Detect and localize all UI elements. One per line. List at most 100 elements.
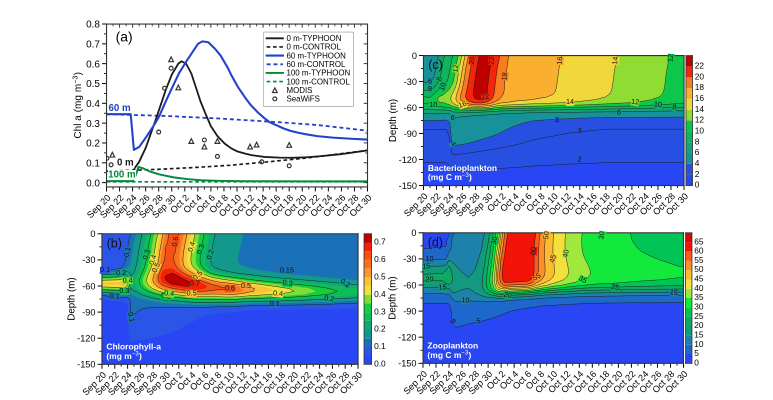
svg-text:-60: -60 xyxy=(403,280,416,290)
svg-text:0.1: 0.1 xyxy=(270,299,280,308)
svg-text:8: 8 xyxy=(434,76,444,82)
svg-text:50: 50 xyxy=(694,264,704,274)
svg-text:0.4: 0.4 xyxy=(185,240,197,252)
svg-text:12: 12 xyxy=(631,97,640,107)
svg-text:8: 8 xyxy=(695,136,700,146)
svg-text:-60: -60 xyxy=(82,281,95,291)
svg-text:0.2: 0.2 xyxy=(374,324,386,334)
svg-text:60: 60 xyxy=(528,247,538,256)
svg-text:4: 4 xyxy=(555,115,559,124)
svg-text:Depth (m): Depth (m) xyxy=(387,276,398,319)
svg-text:0.5: 0.5 xyxy=(86,79,100,90)
svg-text:0.2: 0.2 xyxy=(324,293,335,304)
svg-text:0: 0 xyxy=(694,357,699,367)
svg-text:0.6: 0.6 xyxy=(86,59,100,70)
svg-text:0.5: 0.5 xyxy=(241,281,251,290)
svg-text:22: 22 xyxy=(486,56,496,65)
svg-text:0.4: 0.4 xyxy=(147,254,159,266)
svg-text:0.2: 0.2 xyxy=(116,268,126,277)
svg-text:-30: -30 xyxy=(82,255,95,265)
svg-text:4: 4 xyxy=(448,140,458,148)
svg-text:0.2: 0.2 xyxy=(86,139,100,150)
svg-text:100 m: 100 m xyxy=(108,169,136,180)
svg-text:0.3: 0.3 xyxy=(282,278,293,288)
svg-text:0.4: 0.4 xyxy=(123,276,133,285)
svg-text:35: 35 xyxy=(694,292,704,302)
svg-text:(c): (c) xyxy=(428,58,443,72)
svg-text:12: 12 xyxy=(666,54,676,63)
svg-text:8: 8 xyxy=(428,84,432,93)
svg-text:16: 16 xyxy=(555,56,565,65)
svg-text:0: 0 xyxy=(411,228,416,238)
svg-text:60 m: 60 m xyxy=(108,103,131,114)
svg-text:5: 5 xyxy=(694,348,699,358)
svg-text:40: 40 xyxy=(694,283,704,293)
svg-text:10: 10 xyxy=(694,339,704,349)
svg-text:-60: -60 xyxy=(404,103,417,113)
svg-text:-90: -90 xyxy=(404,129,417,139)
svg-text:8: 8 xyxy=(672,102,678,112)
svg-text:18: 18 xyxy=(499,72,509,81)
svg-text:0 m-TYPHOON: 0 m-TYPHOON xyxy=(287,34,342,43)
svg-text:0.8: 0.8 xyxy=(86,20,100,31)
svg-text:0 m-CONTROL: 0 m-CONTROL xyxy=(287,43,342,52)
svg-text:25: 25 xyxy=(610,282,619,292)
svg-text:6: 6 xyxy=(617,107,622,116)
svg-text:50: 50 xyxy=(541,231,551,240)
svg-text:0.7: 0.7 xyxy=(190,278,200,287)
svg-text:0.15: 0.15 xyxy=(280,265,294,274)
svg-text:16: 16 xyxy=(695,93,705,103)
svg-text:40: 40 xyxy=(561,249,571,258)
svg-text:-90: -90 xyxy=(403,306,416,316)
svg-text:10: 10 xyxy=(695,125,705,135)
svg-text:0.5: 0.5 xyxy=(150,261,162,274)
svg-text:6: 6 xyxy=(695,147,700,157)
svg-text:0.1: 0.1 xyxy=(86,158,100,169)
svg-text:12: 12 xyxy=(450,64,460,73)
svg-text:10: 10 xyxy=(654,99,663,109)
svg-text:45: 45 xyxy=(694,274,704,284)
svg-text:-150: -150 xyxy=(399,181,417,191)
svg-text:MODIS: MODIS xyxy=(287,86,313,95)
svg-text:0.4: 0.4 xyxy=(164,288,175,298)
svg-text:20: 20 xyxy=(467,56,477,65)
svg-text:10: 10 xyxy=(437,81,448,92)
svg-text:0.3: 0.3 xyxy=(374,306,386,316)
svg-text:10: 10 xyxy=(461,295,470,305)
svg-text:-30: -30 xyxy=(403,254,416,264)
svg-text:3: 3 xyxy=(578,126,582,135)
svg-text:0.0: 0.0 xyxy=(374,358,386,368)
svg-text:(a): (a) xyxy=(116,28,133,44)
svg-text:-150: -150 xyxy=(77,360,95,370)
svg-text:0.1: 0.1 xyxy=(100,265,110,274)
svg-text:20: 20 xyxy=(694,320,704,330)
svg-text:16: 16 xyxy=(457,99,468,110)
svg-text:-120: -120 xyxy=(77,334,95,344)
svg-text:0.1: 0.1 xyxy=(126,311,137,323)
svg-text:SeaWiFS: SeaWiFS xyxy=(287,95,320,104)
svg-text:15: 15 xyxy=(669,287,678,297)
svg-text:6: 6 xyxy=(451,113,455,122)
svg-text:0.7: 0.7 xyxy=(86,39,100,50)
svg-text:20: 20 xyxy=(695,71,705,81)
svg-text:(mgm)−3: (mg m)−3 xyxy=(106,351,142,361)
svg-text:0.3: 0.3 xyxy=(86,119,100,130)
svg-text:0: 0 xyxy=(695,180,700,190)
svg-text:20: 20 xyxy=(503,289,513,300)
svg-text:55: 55 xyxy=(694,255,704,265)
svg-text:45: 45 xyxy=(547,254,558,264)
svg-text:Depth (m): Depth (m) xyxy=(66,277,77,320)
svg-text:65: 65 xyxy=(694,236,704,246)
svg-text:Chlorophyll-a: Chlorophyll-a xyxy=(106,342,161,352)
svg-text:-150: -150 xyxy=(398,359,416,369)
svg-text:-120: -120 xyxy=(399,155,417,165)
svg-text:0.6: 0.6 xyxy=(225,283,235,292)
svg-text:0.4: 0.4 xyxy=(374,289,386,299)
svg-text:0.5: 0.5 xyxy=(374,271,386,281)
svg-text:(d): (d) xyxy=(428,235,443,249)
svg-text:30: 30 xyxy=(694,302,704,312)
svg-text:0.3: 0.3 xyxy=(119,286,129,295)
svg-text:Bacterioplankton: Bacterioplankton xyxy=(428,163,497,173)
svg-text:0.4: 0.4 xyxy=(86,99,100,110)
